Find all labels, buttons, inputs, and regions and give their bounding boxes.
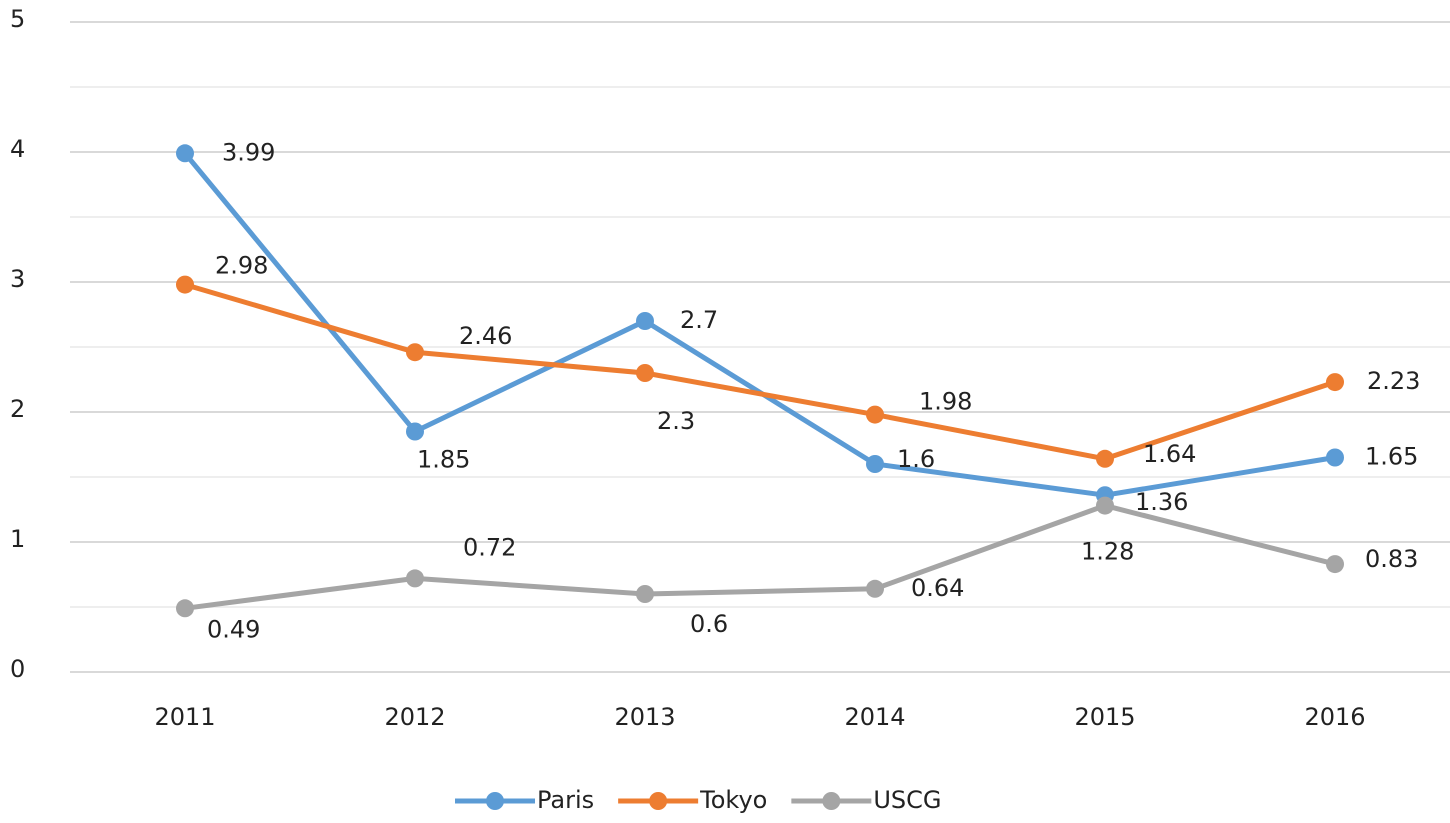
data-label: 1.85 bbox=[417, 446, 470, 474]
data-label: 2.98 bbox=[215, 252, 268, 280]
y-tick-label: 3 bbox=[10, 265, 25, 293]
data-label: 0.83 bbox=[1365, 545, 1418, 573]
legend-label: Paris bbox=[537, 786, 594, 814]
legend-marker bbox=[486, 792, 504, 810]
data-label: 0.49 bbox=[207, 615, 260, 643]
data-label: 1.98 bbox=[919, 388, 972, 416]
data-label: 2.3 bbox=[657, 407, 695, 435]
point bbox=[1096, 449, 1114, 468]
y-tick-label: 0 bbox=[10, 655, 25, 683]
point bbox=[636, 364, 654, 382]
series-line bbox=[184, 503, 1336, 611]
point bbox=[636, 585, 654, 603]
point bbox=[1326, 448, 1344, 467]
series-line bbox=[184, 282, 1336, 462]
point bbox=[866, 455, 884, 473]
data-label: 1.36 bbox=[1135, 488, 1188, 516]
x-tick-label: 2013 bbox=[614, 703, 675, 731]
data-label: 3.99 bbox=[222, 138, 275, 166]
data-label: 0.72 bbox=[463, 533, 516, 561]
legend-label: Tokyo bbox=[699, 786, 767, 814]
point bbox=[1096, 496, 1114, 515]
point bbox=[866, 405, 884, 424]
data-label: 0.6 bbox=[690, 610, 728, 638]
data-label: 1.65 bbox=[1365, 443, 1418, 471]
legend-marker bbox=[649, 792, 668, 810]
y-tick-label: 4 bbox=[10, 135, 25, 163]
y-tick-label: 5 bbox=[10, 5, 25, 33]
data-label: 1.6 bbox=[897, 445, 935, 473]
point bbox=[636, 312, 654, 330]
data-label: 2.46 bbox=[459, 322, 512, 350]
x-tick-label: 2011 bbox=[154, 703, 215, 731]
point bbox=[406, 343, 424, 362]
x-tick-label: 2014 bbox=[844, 703, 905, 731]
point bbox=[1326, 373, 1344, 392]
x-tick-label: 2016 bbox=[1304, 703, 1365, 731]
x-tick-label: 2015 bbox=[1074, 703, 1135, 731]
point bbox=[406, 422, 424, 441]
data-label: 0.64 bbox=[911, 574, 964, 602]
legend-label: USCG bbox=[873, 786, 941, 814]
point bbox=[176, 275, 194, 294]
y-tick-label: 1 bbox=[10, 525, 25, 553]
point bbox=[406, 569, 424, 588]
point bbox=[866, 579, 884, 598]
data-label: 1.64 bbox=[1143, 440, 1196, 468]
y-tick-label: 2 bbox=[10, 395, 25, 423]
legend-marker bbox=[822, 792, 841, 810]
point bbox=[1326, 555, 1344, 574]
data-label: 1.28 bbox=[1081, 538, 1134, 566]
data-label: 2.7 bbox=[680, 306, 718, 334]
data-label: 2.23 bbox=[1367, 367, 1420, 395]
point bbox=[176, 599, 194, 618]
point bbox=[176, 144, 194, 163]
x-tick-label: 2012 bbox=[384, 703, 445, 731]
